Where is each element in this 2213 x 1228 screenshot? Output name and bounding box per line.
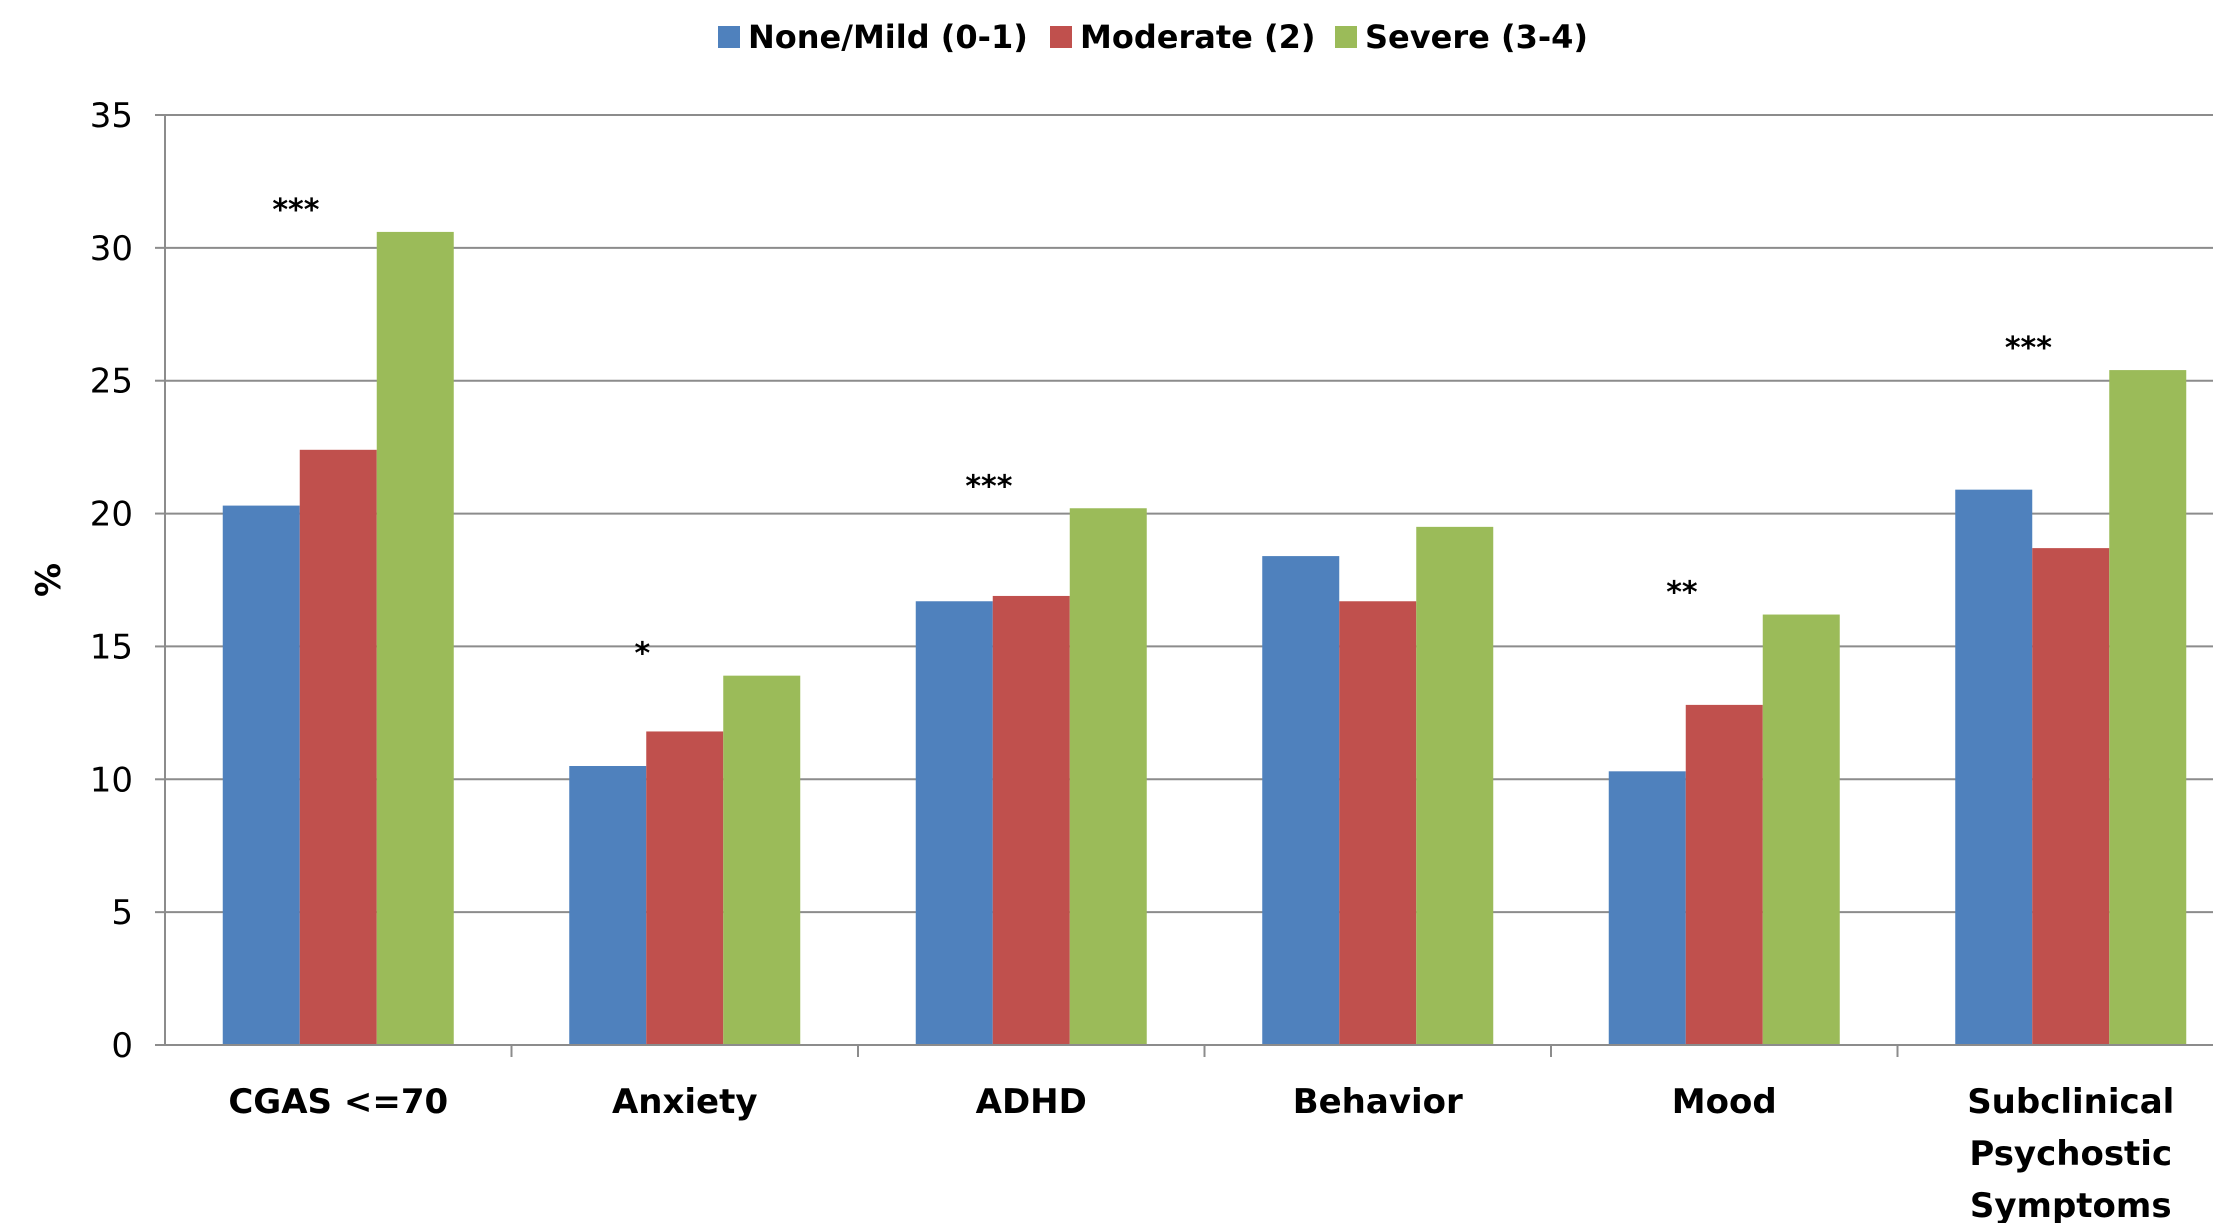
x-tick-label-line: Behavior bbox=[1293, 1082, 1463, 1122]
x-tick-label: Mood bbox=[1672, 1082, 1777, 1122]
legend-label: None/Mild (0-1) bbox=[748, 18, 1028, 56]
bar bbox=[992, 595, 1070, 1045]
y-tick-label: 20 bbox=[90, 495, 133, 535]
bar bbox=[2109, 370, 2187, 1046]
bar bbox=[723, 675, 801, 1045]
bar bbox=[1339, 601, 1417, 1045]
legend-swatch bbox=[718, 26, 740, 48]
axis-labels: 0 5 10 15 20 25 30 35 CGAS <=70 Anxiety ADHD Behavi… bbox=[90, 96, 2175, 1226]
bar bbox=[1955, 489, 2033, 1046]
x-tick-label: Subclinical Psychostic Symptoms bbox=[1967, 1082, 2174, 1223]
y-tick-label: 0 bbox=[111, 1026, 133, 1066]
y-axis-label: % bbox=[29, 563, 69, 597]
y-tick-label: 30 bbox=[90, 229, 133, 269]
gridlines bbox=[165, 114, 2213, 914]
y-tick-label: 35 bbox=[90, 96, 133, 136]
significance-annotations: ************ bbox=[272, 193, 2052, 672]
y-tick-label: 25 bbox=[90, 362, 133, 402]
legend: None/Mild (0-1) Moderate (2) Severe (3-4) bbox=[718, 18, 1588, 56]
bar bbox=[915, 601, 993, 1045]
legend-label: Moderate (2) bbox=[1080, 18, 1315, 56]
x-tick-label-line: Subclinical bbox=[1967, 1082, 2174, 1122]
x-tick-label-line: Psychostic bbox=[1969, 1134, 2172, 1174]
bar bbox=[299, 449, 377, 1045]
bar bbox=[222, 505, 300, 1046]
bar bbox=[646, 731, 724, 1045]
y-tick-label: 5 bbox=[111, 893, 133, 933]
significance-marker: *** bbox=[2005, 331, 2052, 366]
legend-swatch bbox=[1335, 26, 1357, 48]
x-tick-label-line: ADHD bbox=[976, 1082, 1087, 1122]
x-tick-label-line: CGAS <=70 bbox=[228, 1082, 448, 1122]
bar bbox=[376, 231, 454, 1045]
axes bbox=[155, 114, 2213, 1057]
x-tick-label: Behavior bbox=[1293, 1082, 1463, 1122]
bar bbox=[569, 766, 647, 1045]
x-tick-label: Anxiety bbox=[612, 1082, 758, 1122]
bar bbox=[2032, 548, 2110, 1045]
y-tick-label: 10 bbox=[90, 760, 133, 800]
x-tick-label: ADHD bbox=[976, 1082, 1087, 1122]
significance-marker: * bbox=[635, 637, 651, 672]
bar bbox=[1762, 614, 1840, 1045]
x-tick-label-line: Anxiety bbox=[612, 1082, 758, 1122]
bar bbox=[1069, 508, 1147, 1045]
significance-marker: *** bbox=[272, 193, 319, 228]
bar bbox=[1608, 771, 1686, 1045]
bar bbox=[1685, 704, 1763, 1045]
legend-swatch bbox=[1050, 26, 1072, 48]
significance-marker: ** bbox=[1666, 576, 1698, 611]
legend-label: Severe (3-4) bbox=[1365, 18, 1588, 56]
x-tick-label-line: Symptoms bbox=[1970, 1186, 2172, 1223]
y-tick-label: 15 bbox=[90, 627, 133, 667]
x-tick-label-line: Mood bbox=[1672, 1082, 1777, 1122]
significance-marker: *** bbox=[965, 469, 1012, 504]
bar bbox=[1262, 556, 1340, 1045]
bars bbox=[222, 231, 2187, 1046]
x-tick-label: CGAS <=70 bbox=[228, 1082, 448, 1122]
bar bbox=[1416, 526, 1494, 1045]
